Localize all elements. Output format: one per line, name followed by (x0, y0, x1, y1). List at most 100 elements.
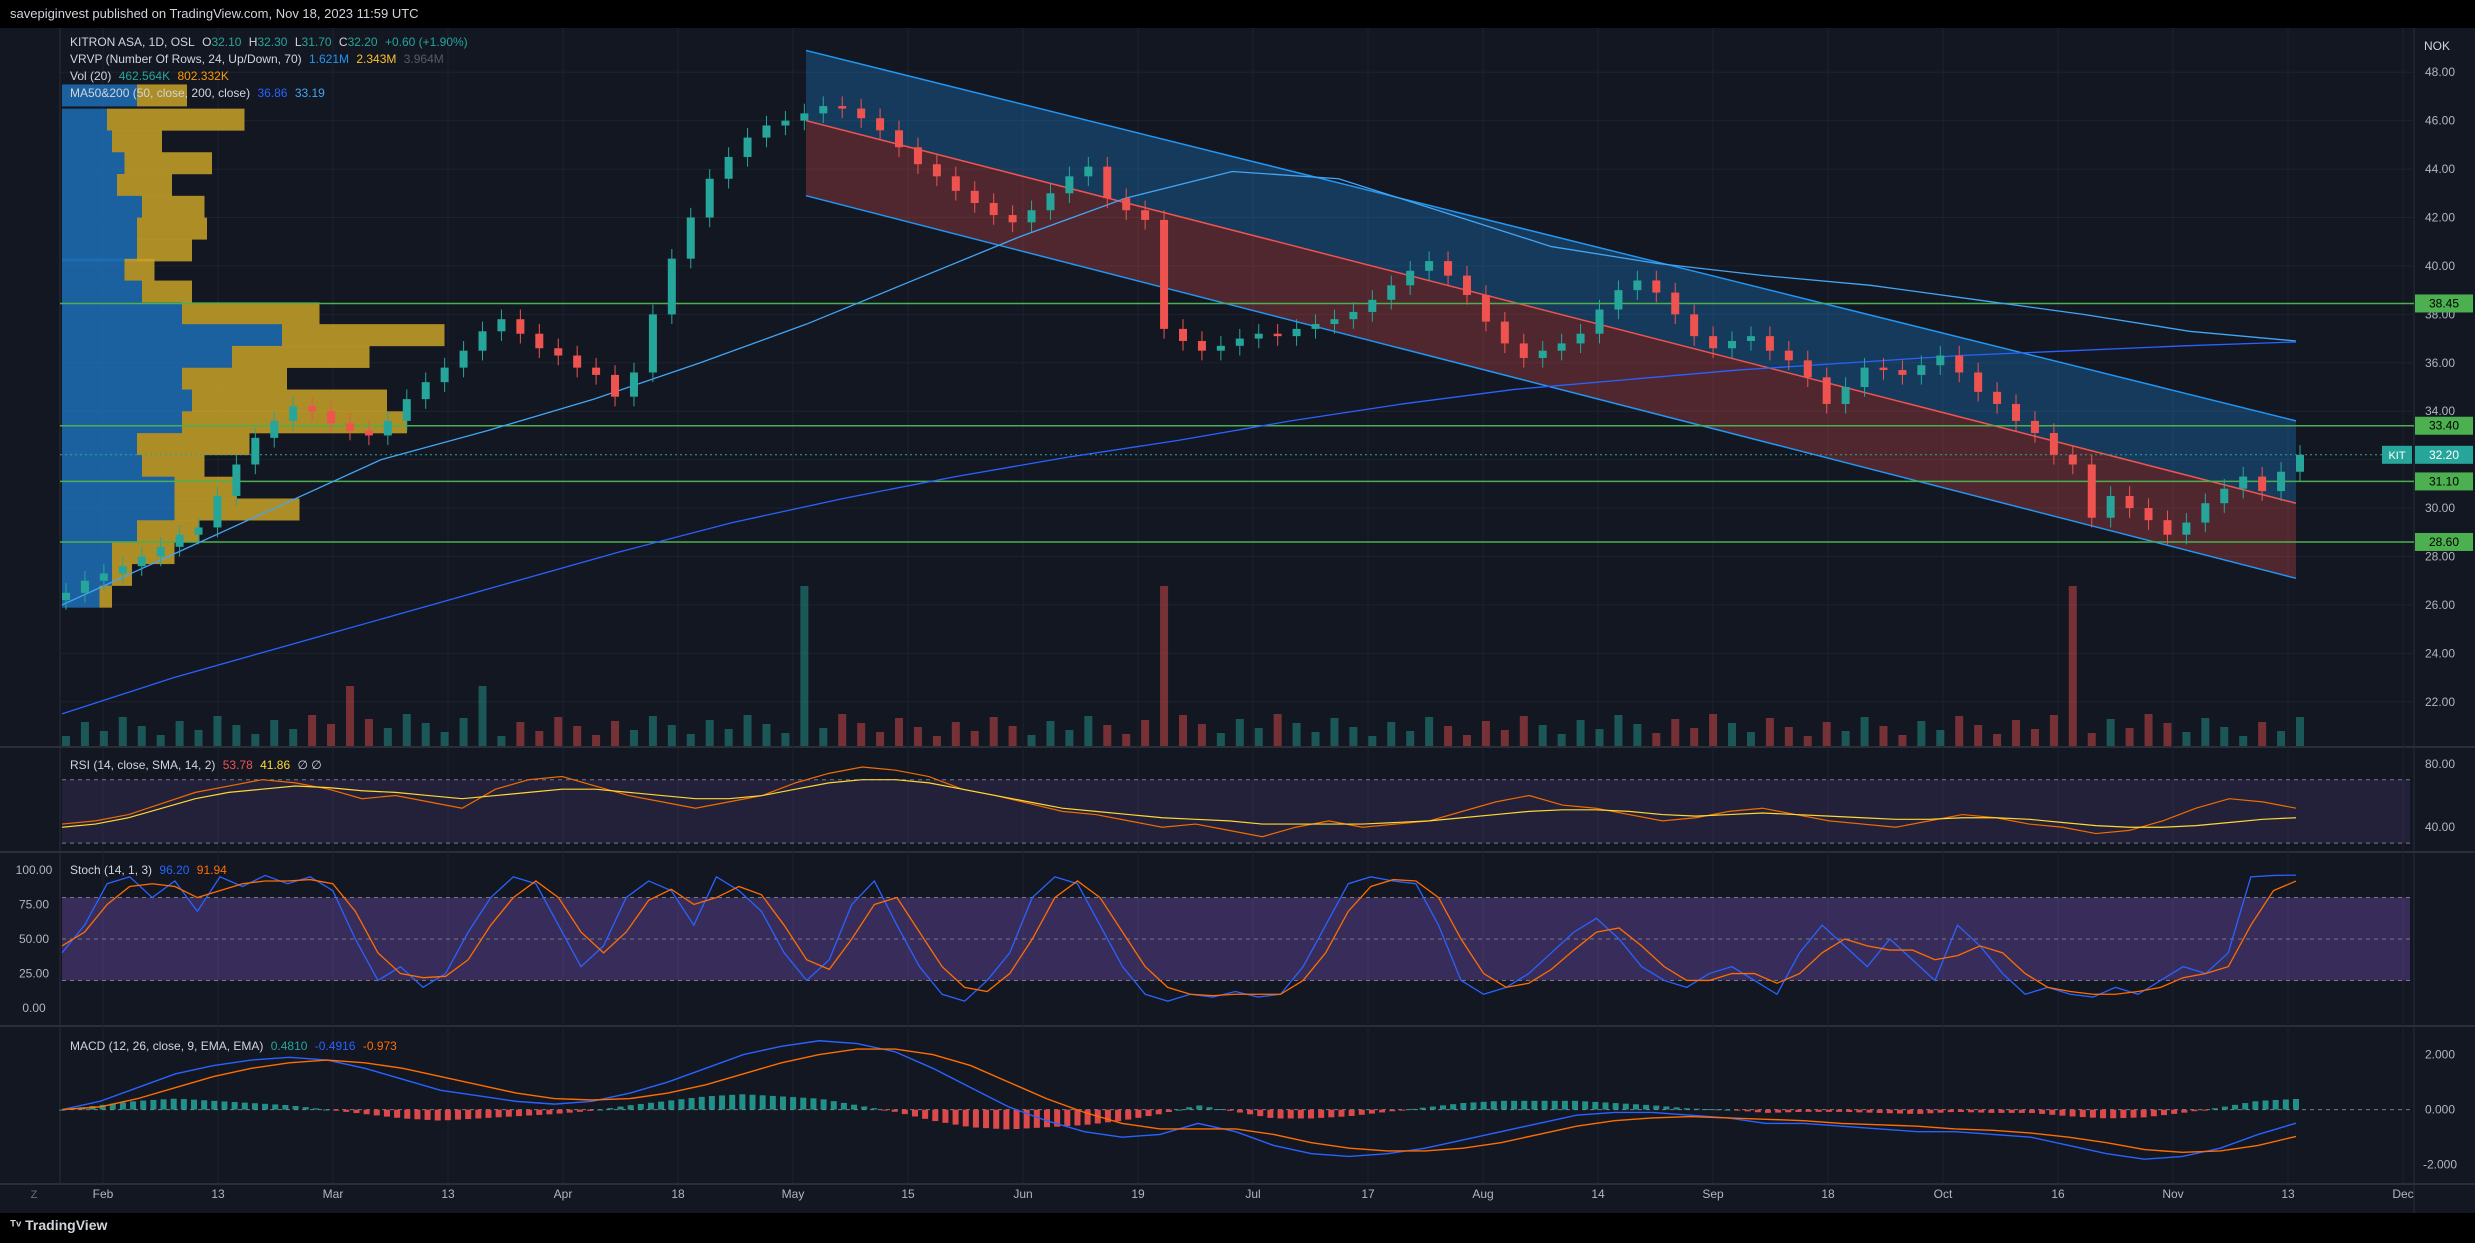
candle-body (1008, 215, 1017, 223)
candle-body (402, 399, 411, 421)
stoch-tick-label: 0.00 (22, 1001, 46, 1015)
chart-canvas[interactable]: Feb 13 Mar 13 Apr 18 May 15 Jun 19 Jul 17 Aug 14 Sep 18… (0, 28, 2475, 1213)
volume-bar (345, 686, 354, 746)
macd-histogram-bar (2272, 1099, 2279, 1110)
volume-bar (1179, 715, 1187, 746)
macd-histogram-bar (1429, 1106, 1436, 1110)
volume-bar (1538, 725, 1547, 746)
brand[interactable]: ᵀᵛ TradingView (10, 1217, 107, 1233)
macd-histogram-bar (1023, 1109, 1030, 1129)
volume-bar (232, 725, 241, 746)
volume-bar (1444, 726, 1453, 746)
volume-bar (364, 719, 373, 746)
candle-body (1993, 391, 2002, 404)
channel-upper-band (806, 50, 2296, 504)
macd-histogram-bar (1693, 1108, 1700, 1110)
high-label: H (248, 35, 258, 49)
macd-histogram-bar (759, 1095, 766, 1110)
volume-bar (459, 718, 468, 746)
vrvp-up-bar (62, 280, 142, 303)
macd-histogram-bar (505, 1109, 512, 1117)
level-tag (2415, 416, 2473, 435)
macd-histogram-bar (1724, 1109, 1731, 1111)
candle-body (1784, 350, 1793, 361)
volume-bar (1860, 717, 1869, 746)
macd-histogram-bar (2181, 1109, 2188, 1113)
macd-histogram-bar (119, 1102, 126, 1110)
macd-histogram-bar (323, 1109, 330, 1111)
price-tick-label: 28.00 (2425, 550, 2455, 564)
macd-histogram-bar (1064, 1109, 1071, 1127)
candle-body (800, 113, 809, 121)
macd-histogram-bar (2211, 1108, 2218, 1110)
candle-body (913, 147, 922, 165)
macd-histogram-bar (99, 1104, 106, 1110)
macd-histogram-bar (861, 1106, 868, 1110)
macd-histogram-bar (1947, 1109, 1954, 1113)
candle-body (516, 319, 525, 334)
volume-bar (913, 727, 922, 746)
volume-bar (1671, 719, 1680, 746)
stoch-d-line (61, 878, 2297, 997)
macd-histogram-bar (2191, 1109, 2198, 1112)
price-tick-label: 44.00 (2425, 162, 2455, 176)
candle-body (1462, 275, 1471, 295)
candle-body (1103, 166, 1112, 199)
vrvp-down-bar (232, 345, 370, 368)
macd-histogram-bar (576, 1109, 583, 1112)
macd-histogram-bar (1795, 1109, 1802, 1112)
volume-bar (1500, 730, 1509, 746)
vrvp-down-bar (192, 389, 387, 412)
macd-histogram-bar (170, 1098, 177, 1110)
macd-histogram-bar (1856, 1109, 1863, 1113)
currency-label[interactable]: NOK (2424, 39, 2451, 53)
macd-histogram-bar (1135, 1109, 1142, 1118)
stoch-tick-label: 50.00 (19, 932, 49, 946)
macd-histogram-bar (688, 1098, 695, 1110)
volume-bar (686, 734, 695, 746)
x-tick-label: May (782, 1187, 805, 1201)
rsi-v1: 53.78 (222, 758, 253, 772)
macd-histogram-bar (485, 1109, 492, 1118)
volume-bar (289, 729, 298, 746)
candle-body (1406, 270, 1415, 286)
macd-histogram-bar (1663, 1106, 1670, 1110)
x-tick-label: 17 (1361, 1187, 1375, 1201)
macd-histogram-bar (1155, 1109, 1162, 1115)
macd-histogram-bar (1957, 1109, 1964, 1113)
macd-histogram-bar (2252, 1101, 2259, 1110)
macd-histogram-bar (2140, 1109, 2147, 1118)
macd-histogram-bar (2110, 1109, 2117, 1119)
candle-body (1027, 210, 1036, 223)
macd-histogram-bar (1054, 1109, 1061, 1127)
volume-bar (118, 717, 127, 746)
candle-body (1898, 370, 1907, 375)
candle-body (1179, 328, 1187, 341)
volume-bar (876, 732, 885, 746)
macd-histogram-bar (1328, 1109, 1335, 1118)
vrvp-down-bar (107, 108, 245, 131)
macd-histogram-bar (394, 1109, 401, 1118)
volume-bar (1595, 729, 1604, 746)
candle-body (1387, 285, 1396, 300)
macd-histogram-bar (1013, 1109, 1020, 1130)
macd-histogram-bar (1409, 1108, 1416, 1110)
volume-bar (857, 723, 866, 746)
volume-bar (951, 722, 960, 746)
candle-body (2201, 503, 2210, 523)
macd-histogram-bar (343, 1109, 350, 1112)
macd-histogram-bar (566, 1109, 573, 1113)
level-tag-label: 38.45 (2429, 296, 2459, 310)
macd-tick-label: 2.000 (2425, 1048, 2455, 1062)
macd-histogram-bar (2232, 1104, 2239, 1110)
candle-body (1860, 367, 1869, 387)
vrvp-down-bar (137, 433, 250, 456)
macd-histogram-bar (2150, 1109, 2157, 1117)
volume-bar (1387, 722, 1396, 746)
candle-body (1765, 336, 1774, 351)
volume-bar (1065, 730, 1074, 746)
candle-body (345, 423, 354, 431)
candle-body (1311, 324, 1320, 329)
rsi-ma-line (61, 779, 2297, 828)
volume-bar (1141, 720, 1150, 746)
